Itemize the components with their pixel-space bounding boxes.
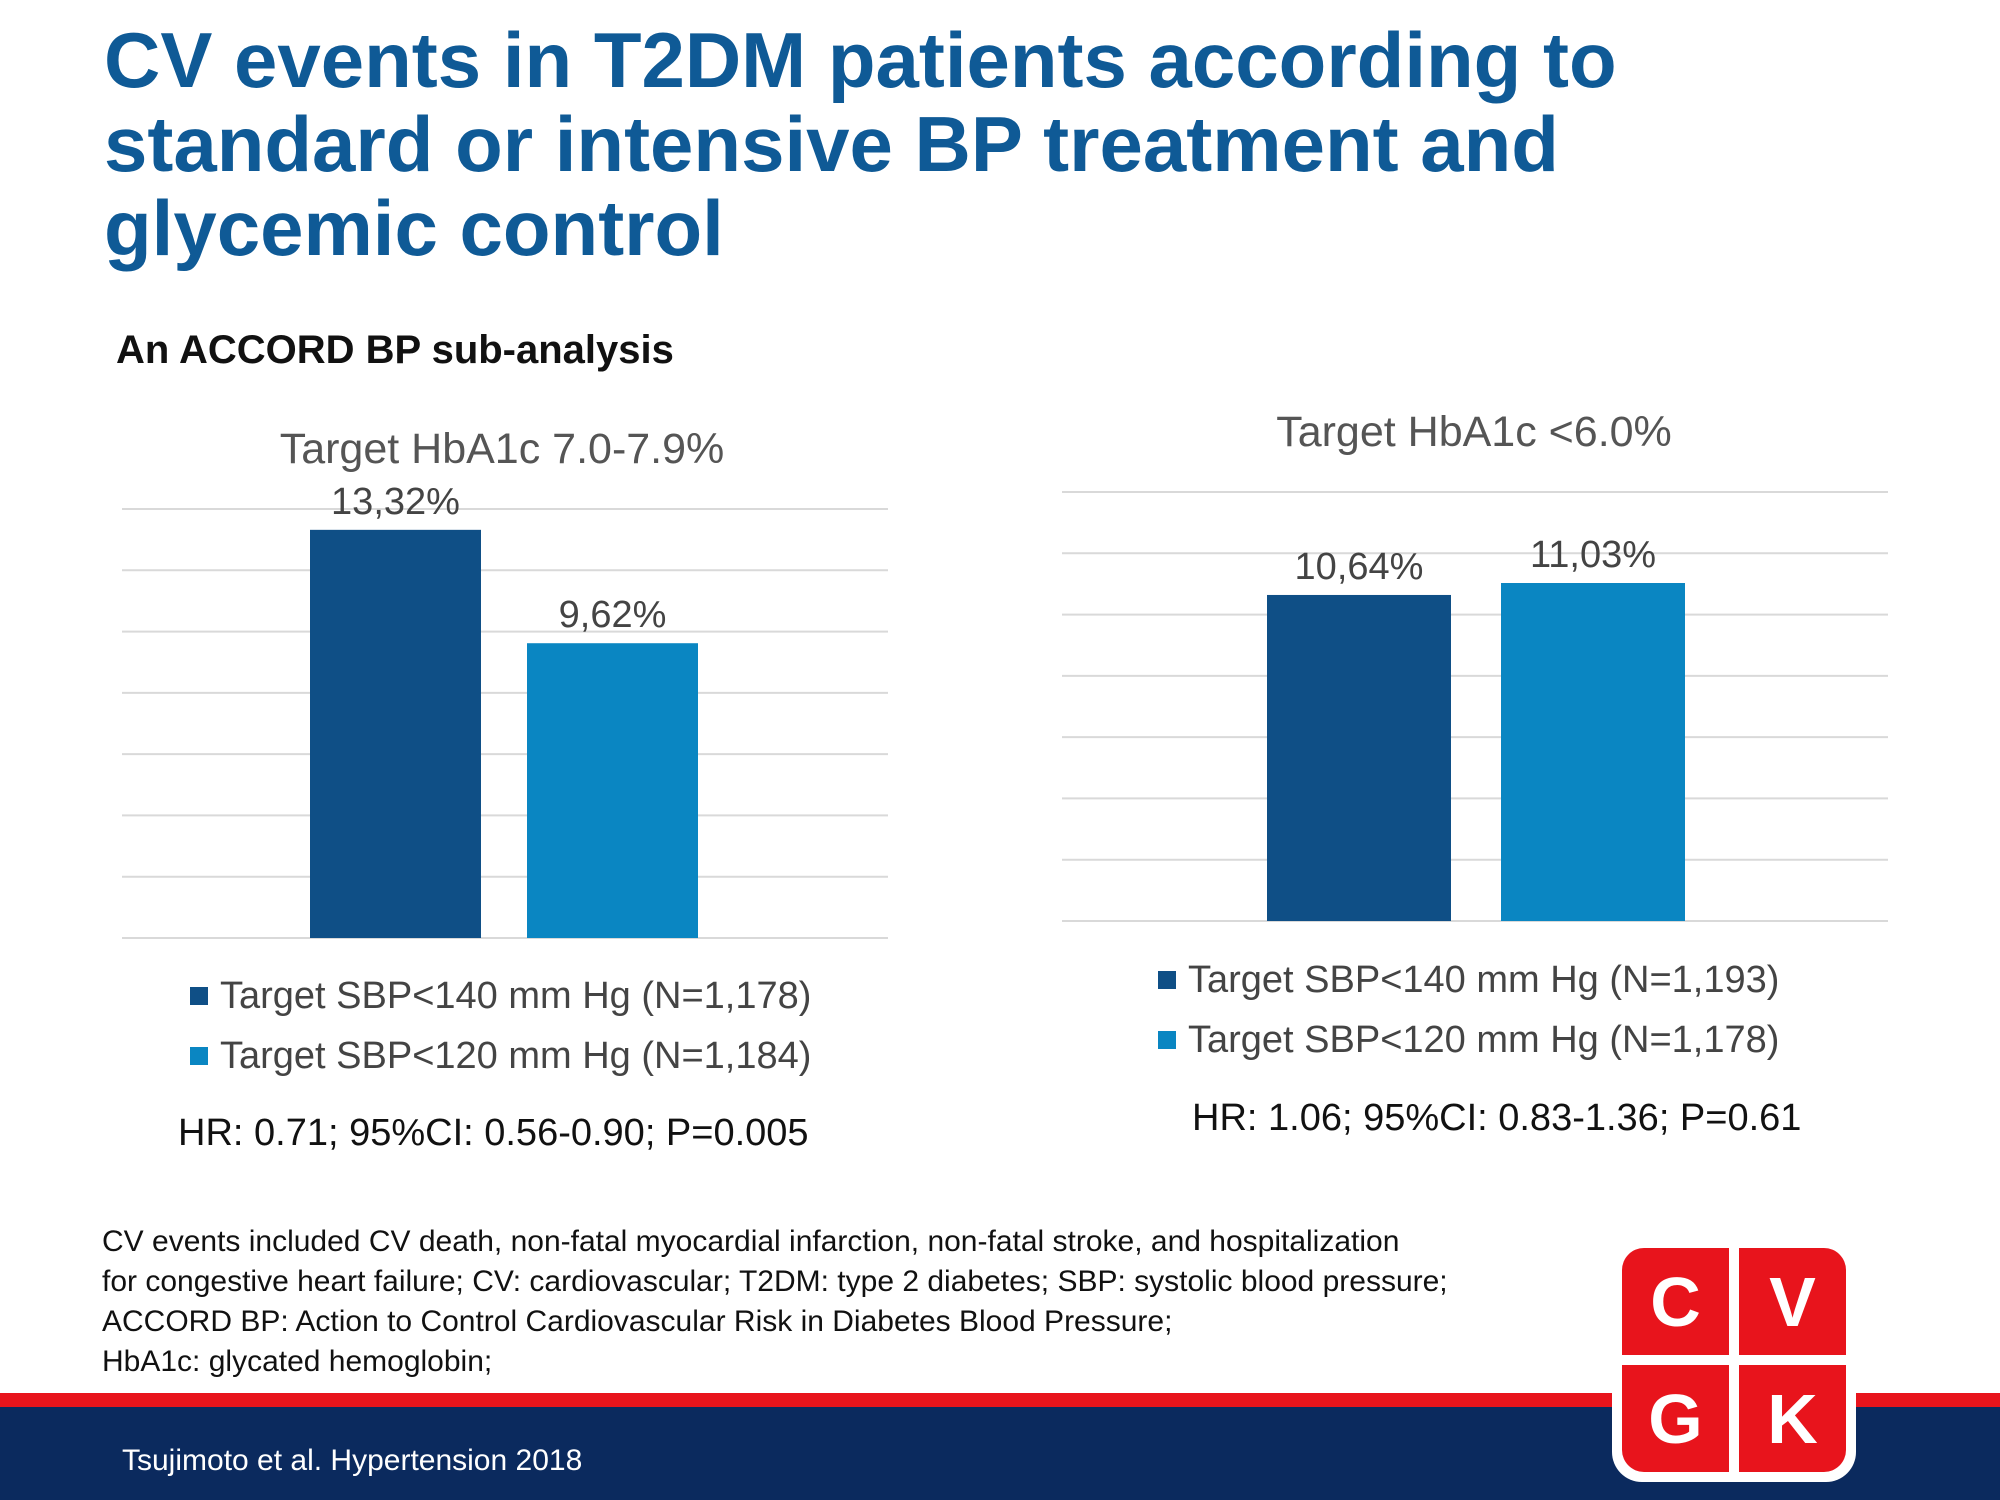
legend-label: Target SBP<140 mm Hg (N=1,178) <box>220 975 812 1017</box>
data-label: 10,64% <box>1295 546 1424 588</box>
footer-red-stripe <box>0 1393 2000 1407</box>
footnote-line: ACCORD BP: Action to Control Cardiovascu… <box>102 1305 1173 1338</box>
chart-1-hazard-ratio: HR: 0.71; 95%CI: 0.56-0.90; P=0.005 <box>178 1112 809 1154</box>
logo-letter: K <box>1739 1365 1846 1472</box>
chart-1-legend: Target SBP<140 mm Hg (N=1,178) Target SB… <box>190 966 811 1086</box>
page-title: CV events in T2DM patients according to … <box>104 16 1617 272</box>
logo-letter: G <box>1622 1365 1729 1472</box>
footnote-line: HbA1c: glycated hemoglobin; <box>102 1345 493 1378</box>
bar <box>1501 583 1685 921</box>
logo-letter: C <box>1622 1248 1729 1355</box>
bar <box>1267 594 1451 921</box>
legend-swatch-dark <box>1158 971 1176 989</box>
data-label: 11,03% <box>1530 534 1656 576</box>
logo-letter: V <box>1739 1248 1846 1355</box>
footnote: CV events included CV death, non-fatal m… <box>102 1222 1622 1382</box>
legend-swatch-light <box>1158 1031 1176 1049</box>
bar <box>310 529 481 938</box>
data-label: 9,62% <box>559 594 667 636</box>
chart-2-hazard-ratio: HR: 1.06; 95%CI: 0.83-1.36; P=0.61 <box>1192 1097 1802 1139</box>
chart-2-legend: Target SBP<140 mm Hg (N=1,193) Target SB… <box>1158 950 1779 1070</box>
bar <box>527 643 698 938</box>
page-subtitle: An ACCORD BP sub-analysis <box>116 328 674 372</box>
footnote-line: CV events included CV death, non-fatal m… <box>102 1225 1400 1258</box>
chart-title: Target HbA1c 7.0-7.9% <box>280 425 725 473</box>
data-label: 13,32% <box>331 481 460 523</box>
legend-swatch-dark <box>190 987 208 1005</box>
legend-swatch-light <box>190 1047 208 1065</box>
chart-title: Target HbA1c <6.0% <box>1276 408 1672 456</box>
citation: Tsujimoto et al. Hypertension 2018 <box>122 1444 583 1477</box>
legend-item: Target SBP<120 mm Hg (N=1,184) <box>190 1026 811 1086</box>
legend-label: Target SBP<120 mm Hg (N=1,178) <box>1188 1019 1780 1061</box>
legend-item: Target SBP<140 mm Hg (N=1,193) <box>1158 950 1779 1010</box>
cvgk-logo: C V G K <box>1612 1238 1856 1482</box>
legend-item: Target SBP<120 mm Hg (N=1,178) <box>1158 1010 1779 1070</box>
legend-label: Target SBP<120 mm Hg (N=1,184) <box>220 1035 812 1077</box>
legend-item: Target SBP<140 mm Hg (N=1,178) <box>190 966 811 1026</box>
legend-label: Target SBP<140 mm Hg (N=1,193) <box>1188 959 1780 1001</box>
charts-canvas: Target HbA1c 7.0-7.9% 13,32% 9,62% Target H… <box>122 408 1888 939</box>
footnote-line: for congestive heart failure; CV: cardio… <box>102 1265 1448 1298</box>
